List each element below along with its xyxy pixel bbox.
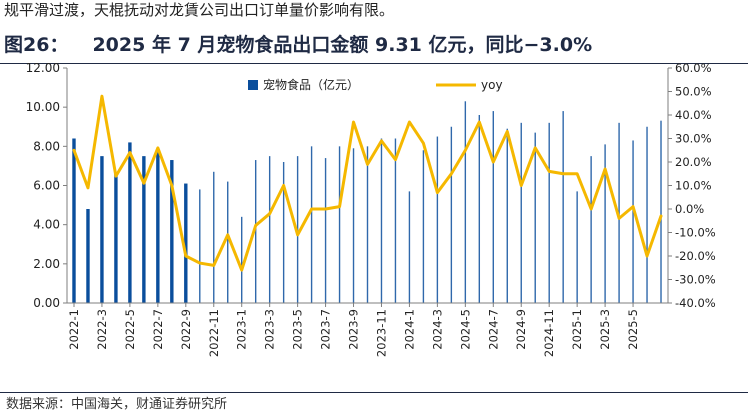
- bar: [576, 191, 578, 304]
- bar: [534, 132, 536, 304]
- bar: [72, 138, 76, 303]
- right-tick-label: -20.0%: [675, 249, 716, 263]
- left-tick-label: 6.00: [33, 179, 60, 193]
- x-tick-label: 2024-9: [514, 309, 528, 350]
- bottom-rule: [0, 392, 748, 393]
- bar: [142, 156, 146, 304]
- yoy-line: [72, 94, 663, 272]
- legend-bar-label: 宠物食品（亿元）: [263, 77, 359, 92]
- bar: [366, 146, 369, 303]
- bar: [213, 171, 215, 303]
- right-tick-label: 50.0%: [675, 85, 712, 99]
- bar: [394, 138, 397, 303]
- bar: [324, 158, 327, 303]
- bar: [86, 209, 90, 303]
- x-tick-label: 2023-9: [347, 309, 361, 350]
- bar: [492, 111, 494, 303]
- bar: [352, 148, 355, 303]
- right-tick-label: 60.0%: [675, 61, 712, 75]
- right-tick-label: -10.0%: [675, 226, 716, 240]
- right-tick-label: 30.0%: [675, 132, 712, 146]
- figure-title: 图26： 2025 年 7 月宠物食品出口金额 9.31 亿元，同比−3.0%: [4, 30, 592, 60]
- x-tick-label: 2025-3: [598, 309, 612, 350]
- left-tick-label: 4.00: [33, 218, 60, 232]
- bar: [310, 146, 313, 303]
- bar: [436, 136, 439, 303]
- x-tick-label: 2023-5: [291, 309, 305, 350]
- bar: [604, 144, 606, 303]
- bar: [338, 146, 341, 303]
- x-tick-label: 2023-3: [263, 309, 277, 350]
- line-layer: [72, 94, 663, 272]
- bar: [590, 156, 592, 304]
- bar: [282, 162, 285, 303]
- bar: [380, 138, 383, 303]
- bar: [114, 173, 118, 303]
- bar: [422, 150, 425, 303]
- x-tick-label: 2022-9: [179, 309, 193, 350]
- legend: 宠物食品（亿元） yoy: [248, 77, 503, 92]
- x-tick-label: 2022-3: [95, 309, 109, 350]
- x-tick-label: 2023-7: [319, 309, 333, 350]
- title-rule: [0, 63, 748, 64]
- x-tick-label: 2025-5: [626, 309, 640, 350]
- source-note: 数据来源：中国海关，财通证券研究所: [6, 397, 228, 412]
- x-tick-label: 2024-7: [486, 309, 500, 350]
- bar: [646, 126, 648, 303]
- x-tick-label: 2022-11: [207, 309, 221, 357]
- x-tick-label: 2024-1: [402, 309, 416, 350]
- bar: [464, 101, 467, 303]
- x-tick-label: 2023-1: [235, 309, 249, 350]
- x-tick-label: 2022-7: [151, 309, 165, 350]
- bar: [170, 160, 174, 303]
- bar: [632, 140, 634, 303]
- x-tick-label: 2022-1: [67, 309, 81, 350]
- bar: [254, 160, 257, 303]
- legend-bar-swatch: [248, 80, 258, 90]
- bar: [548, 122, 550, 303]
- x-tick-label: 2022-5: [123, 309, 137, 350]
- bar: [506, 128, 508, 303]
- figure-number: 图26：: [4, 34, 69, 56]
- bar: [268, 156, 271, 304]
- bar: [128, 142, 132, 303]
- bar: [660, 120, 662, 304]
- left-tick-label: 0.00: [33, 296, 60, 310]
- right-tick-label: -40.0%: [675, 296, 716, 310]
- left-tick-label: 2.00: [33, 257, 60, 271]
- bar: [562, 111, 564, 303]
- right-tick-label: 20.0%: [675, 155, 712, 169]
- x-tick-label: 2025-1: [570, 309, 584, 350]
- bars-layer: [72, 101, 662, 304]
- intro-text: 规平滑过渡，天棍抚动对龙賃公司出口订单量价影响有限。: [4, 1, 395, 19]
- bar: [520, 122, 522, 303]
- x-tick-label: 2024-11: [542, 309, 556, 357]
- right-tick-label: -30.0%: [675, 273, 716, 287]
- bar: [478, 115, 481, 303]
- left-tick-label: 10.00: [26, 100, 60, 114]
- bar: [227, 181, 229, 303]
- figure-title-text: 2025 年 7 月宠物食品出口金额 9.31 亿元，同比−3.0%: [92, 34, 593, 56]
- bar: [199, 189, 201, 303]
- left-tick-label: 12.00: [26, 61, 60, 75]
- bar: [100, 156, 104, 304]
- right-tick-label: 40.0%: [675, 108, 712, 122]
- right-tick-label: 10.0%: [675, 179, 712, 193]
- bar: [156, 152, 160, 303]
- x-tick-label: 2023-11: [374, 309, 388, 357]
- x-tick-label: 2024-3: [430, 309, 444, 350]
- x-tick-label: 2024-5: [458, 309, 472, 350]
- bar: [241, 216, 243, 303]
- right-tick-label: 0.0%: [675, 202, 704, 216]
- left-tick-label: 8.00: [33, 139, 60, 153]
- bar: [184, 183, 188, 303]
- legend-line-label: yoy: [481, 78, 503, 92]
- bar: [408, 191, 411, 304]
- bar: [450, 126, 453, 303]
- axes-layer: 0.00 2.00 4.00 6.00 8.00 10.00 12.00 -40.0% -30.…: [26, 61, 716, 357]
